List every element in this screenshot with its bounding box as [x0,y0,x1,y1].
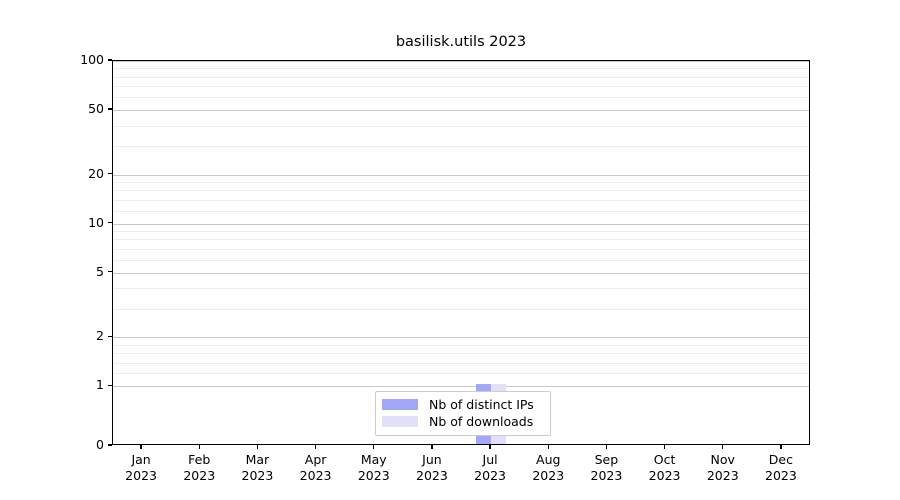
x-tick-mark [547,445,549,449]
gridline-minor [113,308,809,310]
x-tick-label: Sep 2023 [590,452,623,483]
x-tick-mark [605,445,608,449]
y-tick-label: 0 [96,437,104,452]
x-tick-mark [489,445,491,449]
gridline-minor [113,182,809,184]
x-tick-label: Mar 2023 [241,452,274,483]
gridline-major [113,174,809,176]
y-tick-label: 2 [96,328,104,344]
gridline-major [113,272,809,274]
y-tick-label: 20 [88,165,104,181]
x-tick-mark [373,445,375,449]
gridline-minor [113,68,809,70]
y-tick-mark [108,59,112,61]
gridline-major [113,61,809,62]
y-tick-label: 5 [96,263,104,279]
gridline-minor [113,210,809,212]
x-tick-mark [256,445,259,449]
y-tick-mark [108,444,112,446]
gridline-minor [113,97,809,99]
x-tick-label: Dec 2023 [765,452,797,483]
x-tick-mark [780,445,782,449]
x-tick-label: Jan 2023 [125,452,157,483]
x-tick-mark [663,445,666,449]
gridline-minor [113,344,809,346]
gridline-minor [113,76,809,78]
legend-swatch-distinct-ips [382,399,418,410]
x-tick-label: Jul 2023 [474,452,506,483]
legend-item-distinct-ips: Nb of distinct IPs [382,396,544,413]
gridline-minor [113,146,809,148]
gridline-minor [113,239,809,241]
y-tick-mark [108,222,112,224]
x-tick-label: Apr 2023 [299,452,332,483]
x-tick-mark [140,445,142,449]
gridline-major [113,109,809,111]
legend-label-distinct-ips: Nb of distinct IPs [429,396,534,412]
gridline-major [113,337,809,339]
gridline-minor [113,125,809,127]
x-tick-label: Feb 2023 [183,452,216,483]
gridline-minor [113,373,809,375]
gridline-major [113,386,809,388]
x-tick-mark [314,445,317,449]
gridline-major [113,223,809,225]
gridline-minor [113,190,809,192]
gridline-minor [113,199,809,201]
gridline-minor [113,353,809,355]
x-tick-label: Aug 2023 [532,452,565,483]
y-tick-mark [108,108,112,110]
y-tick-label: 100 [80,52,104,67]
gridline-minor [113,231,809,233]
gridline-minor [113,259,809,261]
y-tick-label: 1 [96,377,104,393]
legend-swatch-downloads [382,416,418,427]
y-tick-label: 10 [88,214,104,230]
gridline-minor [113,248,809,250]
y-tick-mark [108,173,112,175]
x-tick-mark [198,445,200,449]
x-tick-mark [722,445,724,449]
legend-item-downloads: Nb of downloads [382,413,544,430]
x-tick-label: Jun 2023 [416,452,448,483]
gridline-minor [113,86,809,88]
y-tick-label: 50 [88,100,104,116]
y-tick-mark [108,335,112,338]
legend-label-downloads: Nb of downloads [429,413,534,429]
x-tick-label: Nov 2023 [706,452,739,483]
page-title: basilisk.utils 2023 [395,34,527,50]
x-tick-label: Oct 2023 [648,452,681,483]
x-tick-mark [431,445,433,449]
y-tick-mark [108,271,112,273]
y-tick-mark [108,384,112,387]
chart-legend: Nb of distinct IPs Nb of downloads [375,391,551,436]
x-tick-label: May 2023 [357,452,390,483]
gridline-minor [113,288,809,290]
gridline-minor [113,362,809,364]
plot-area [112,60,810,445]
